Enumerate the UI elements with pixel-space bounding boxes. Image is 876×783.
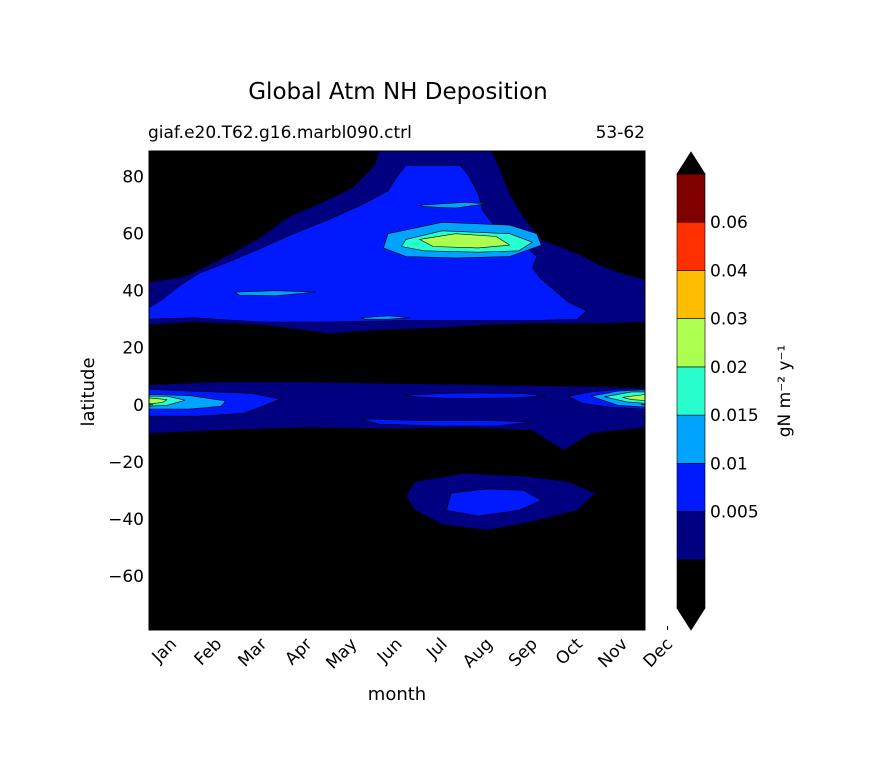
colorbar-segment-3 bbox=[676, 414, 706, 464]
colorbar-tick-label-3: 0.02 bbox=[710, 358, 748, 378]
colorbar-segment-2 bbox=[676, 462, 706, 512]
x-tick-label-may: May bbox=[322, 634, 361, 673]
contour-region-12 bbox=[405, 392, 547, 399]
x-axis: Jan Feb Mar Apr May Jun Jul Aug Sep Oct Nov Dec bbox=[148, 626, 677, 673]
contour-region-7 bbox=[234, 290, 317, 297]
contour-region-16 bbox=[149, 397, 168, 405]
x-axis-label: month bbox=[368, 684, 426, 705]
x-tick-label-dec: Dec bbox=[640, 634, 677, 671]
x-tick-label-apr: Apr bbox=[281, 634, 316, 669]
y-tick-label-0: 80 bbox=[122, 168, 144, 188]
y-tick-label-3: 20 bbox=[122, 339, 144, 359]
y-tick-label-7: −60 bbox=[108, 567, 144, 587]
colorbar-tick-label-1: 0.01 bbox=[710, 454, 748, 474]
colorbar-segment-5 bbox=[676, 318, 706, 368]
x-tick-label-jun: Jun bbox=[373, 634, 407, 668]
y-tick-label-1: 60 bbox=[122, 225, 144, 245]
colorbar-tick-label-0: 0.005 bbox=[710, 503, 759, 523]
contour-region-11 bbox=[360, 418, 533, 427]
x-tick-label-mar: Mar bbox=[234, 634, 271, 671]
y-axis: 80 60 40 20 0 −20 −40 −60 bbox=[108, 168, 645, 587]
colorbar-tick-label-4: 0.03 bbox=[710, 310, 748, 330]
x-tick-label-jul: Jul bbox=[422, 634, 451, 663]
x-tick-label-oct: Oct bbox=[552, 634, 587, 669]
x-tick-label-nov: Nov bbox=[594, 634, 632, 672]
colorbar-segment-7 bbox=[676, 221, 706, 271]
y-tick-label-2: 40 bbox=[122, 282, 144, 302]
y-tick-label-4: 0 bbox=[133, 396, 144, 416]
colorbar-label: gN m⁻² y⁻¹ bbox=[775, 345, 795, 438]
chart-subtitle-case: giaf.e20.T62.g16.marbl090.ctrl bbox=[148, 123, 412, 143]
chart-subtitle-years: 53-62 bbox=[596, 123, 645, 143]
y-tick-label-5: −20 bbox=[108, 453, 144, 473]
x-tick-label-jan: Jan bbox=[148, 634, 181, 667]
contour-region-8 bbox=[360, 315, 411, 320]
x-tick-label-feb: Feb bbox=[191, 634, 226, 669]
colorbar-tick-label-2: 0.015 bbox=[710, 406, 759, 426]
colorbar-segment-0 bbox=[676, 559, 706, 609]
colorbar-segment-1 bbox=[676, 511, 706, 561]
y-tick-label-6: −40 bbox=[108, 510, 144, 530]
colorbar-tick-label-6: 0.06 bbox=[710, 213, 748, 233]
contour-region-5 bbox=[419, 233, 511, 249]
colorbar-tick-label-5: 0.04 bbox=[710, 261, 748, 281]
contour-fills bbox=[149, 151, 645, 531]
plot-area bbox=[148, 150, 646, 631]
x-tick-label-aug: Aug bbox=[459, 634, 497, 672]
colorbar-extend-lower bbox=[676, 607, 706, 631]
contour-region-21 bbox=[446, 488, 542, 517]
colorbar-segment-6 bbox=[676, 270, 706, 319]
y-axis-label: latitude bbox=[78, 357, 99, 426]
colorbar-extend-upper bbox=[676, 151, 706, 175]
contour-region-19 bbox=[622, 394, 645, 401]
contour-region-6 bbox=[419, 202, 488, 209]
colorbar-segment-8 bbox=[676, 173, 706, 223]
chart-title: Global Atm NH Deposition bbox=[248, 79, 548, 105]
x-tick-label-sep: Sep bbox=[505, 634, 542, 671]
colorbar: 0.005 0.01 0.015 0.02 0.03 0.04 0.06 bbox=[676, 151, 759, 631]
colorbar-segment-4 bbox=[676, 366, 706, 416]
